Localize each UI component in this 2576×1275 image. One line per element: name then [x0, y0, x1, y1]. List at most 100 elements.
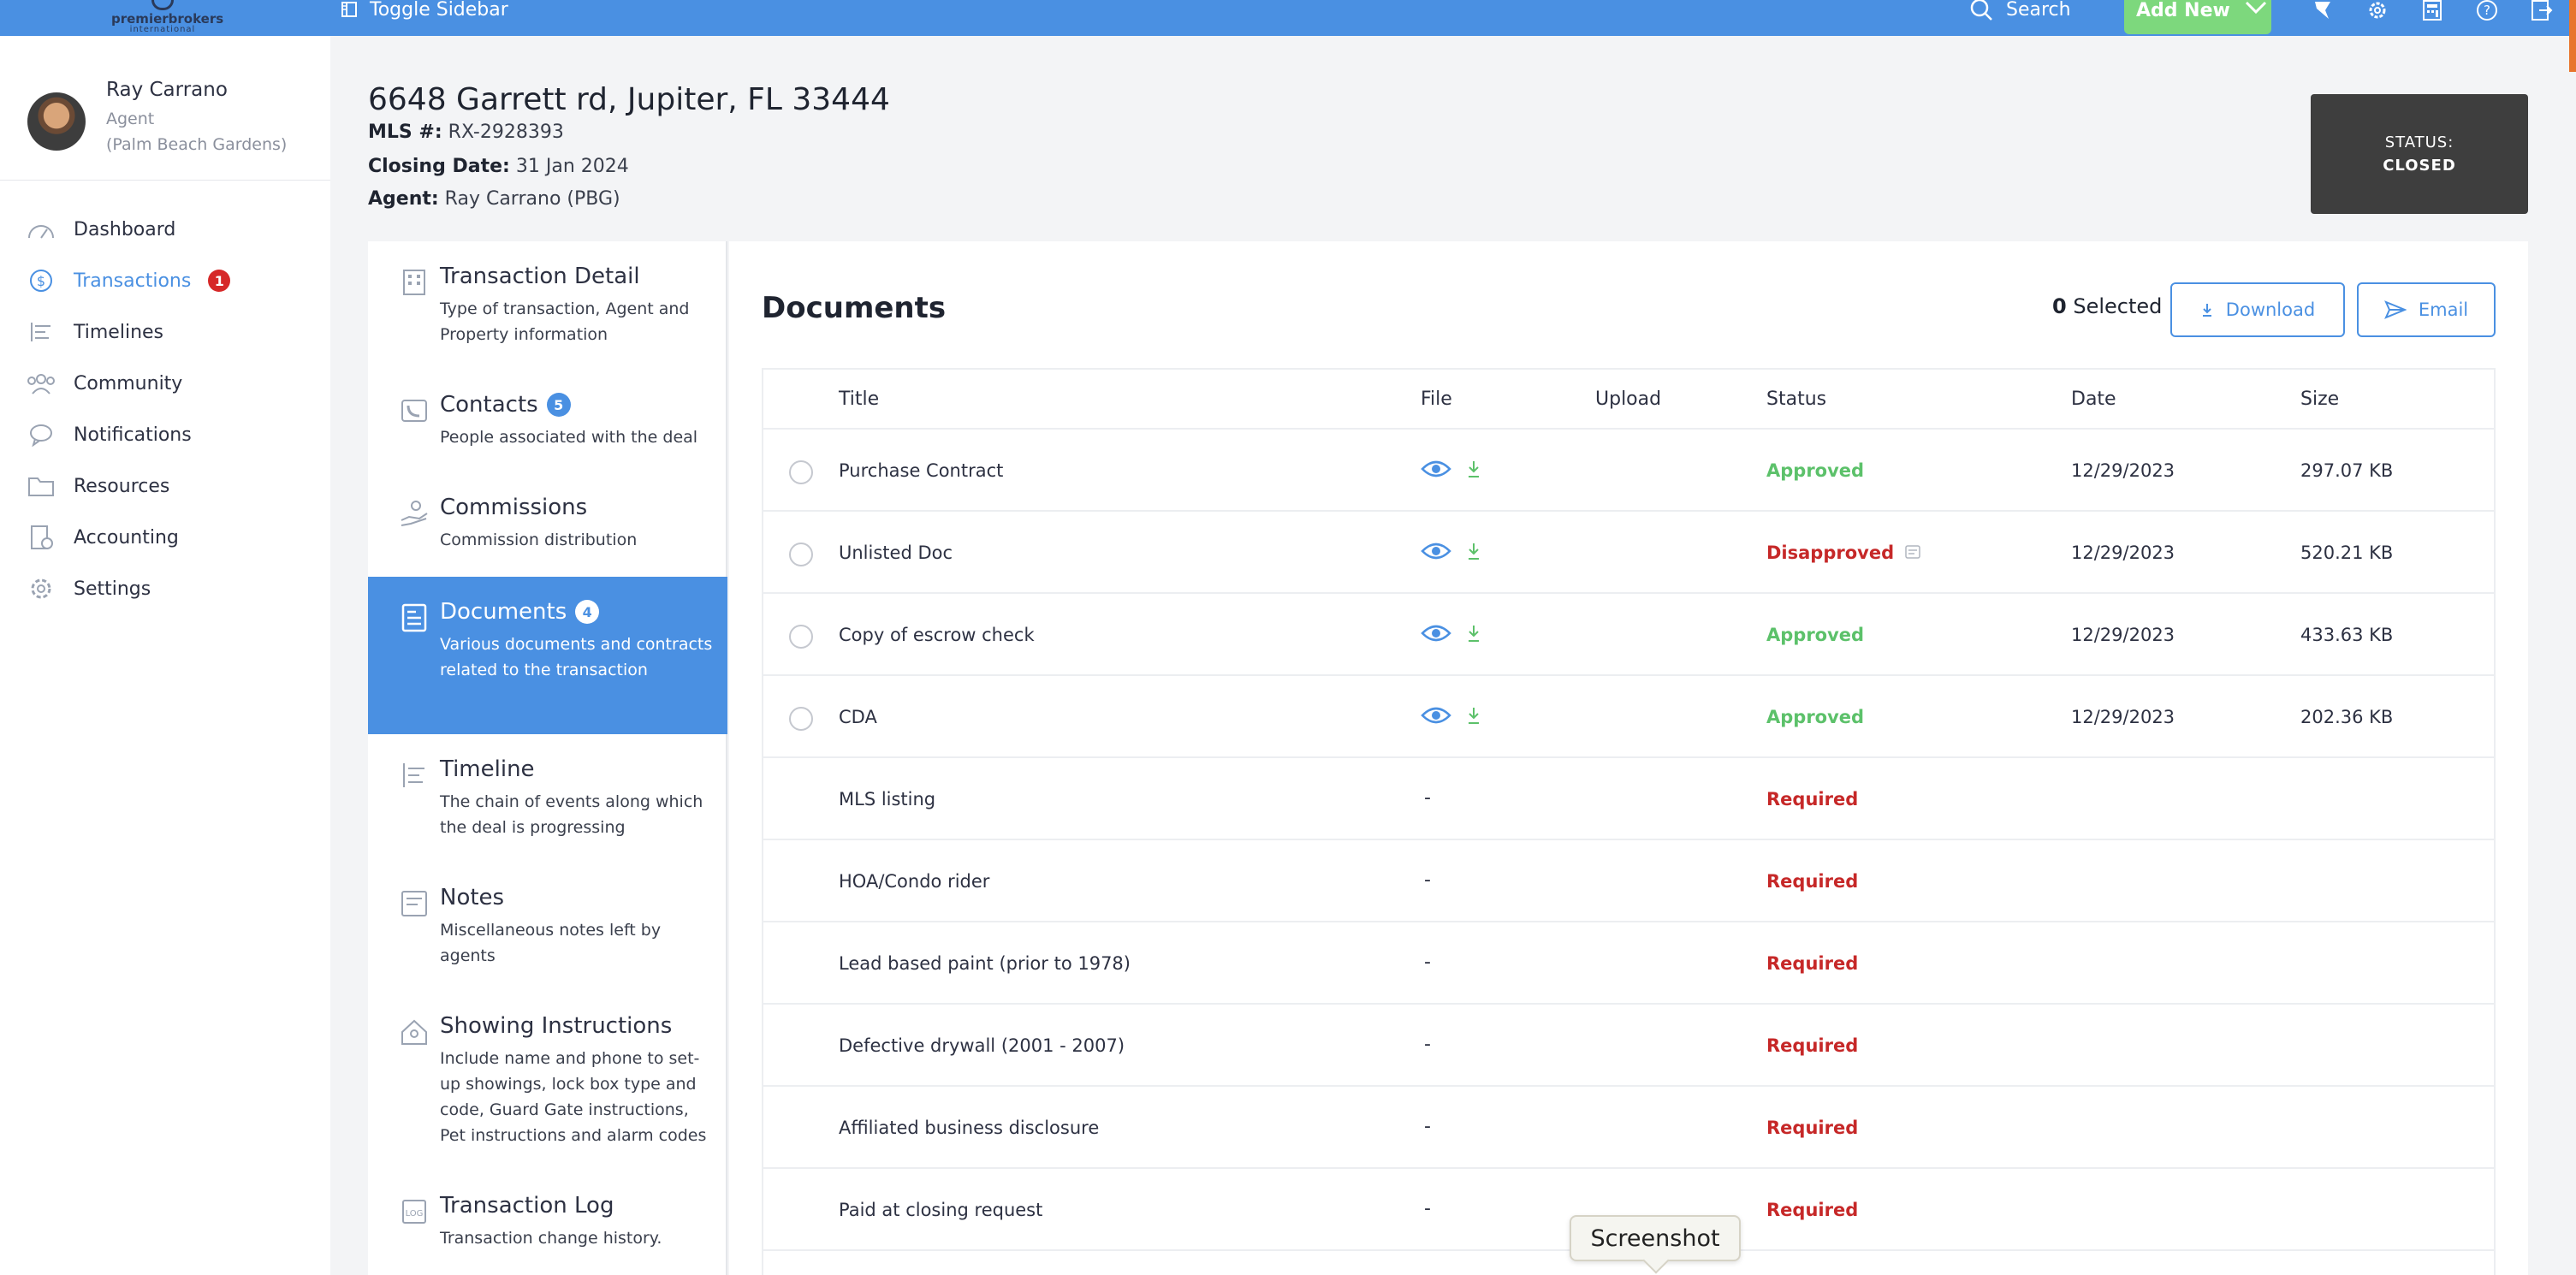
column-header-date[interactable]: Date	[2071, 388, 2116, 410]
document-status: Required	[1766, 1118, 1858, 1138]
column-header-title[interactable]: Title	[839, 388, 880, 410]
download-icon[interactable]	[1467, 542, 1481, 560]
section-transaction-detail[interactable]: Transaction Detail Type of transaction, …	[368, 241, 727, 370]
eye-icon[interactable]	[1421, 623, 1451, 643]
help-icon[interactable]: ?	[2472, 0, 2502, 21]
eye-icon[interactable]	[1421, 541, 1451, 561]
email-button[interactable]: Email	[2357, 282, 2496, 337]
row-select-radio[interactable]	[789, 543, 813, 566]
user-name: Ray Carrano	[106, 79, 228, 101]
sidebar-item-dashboard[interactable]: Dashboard	[26, 204, 230, 255]
table-row[interactable]: Unlisted Doc Disapproved 12/29/2023 520.…	[763, 512, 2494, 594]
section-title: Showing Instructions	[440, 1013, 673, 1039]
section-title: Notes	[440, 885, 505, 910]
sidebar-item-label: Resources	[74, 475, 170, 497]
row-select-radio[interactable]	[789, 707, 813, 731]
section-timeline[interactable]: Timeline The chain of events along which…	[368, 734, 727, 863]
document-file: -	[1424, 1116, 1431, 1137]
download-button[interactable]: Download	[2170, 282, 2345, 337]
sidebar: Ray Carrano Agent (Palm Beach Gardens) D…	[0, 36, 330, 1275]
column-header-upload[interactable]: Upload	[1595, 388, 1662, 410]
status-badge: STATUS: CLOSED	[2311, 94, 2528, 214]
table-row[interactable]: CDA Approved 12/29/2023 202.36 KB	[763, 676, 2494, 758]
selected-count-label: Selected	[2073, 294, 2163, 318]
row-select-radio[interactable]	[789, 625, 813, 649]
avatar[interactable]	[27, 92, 86, 151]
toggle-sidebar-button[interactable]: Toggle Sidebar	[341, 0, 508, 21]
table-row[interactable]: Lead based paint (prior to 1978) - Requi…	[763, 922, 2494, 1005]
calculator-icon[interactable]	[2417, 0, 2448, 21]
sidebar-item-settings[interactable]: Settings	[26, 563, 230, 614]
top-bar: premierbrokers international Toggle Side…	[0, 0, 2576, 36]
column-header-size[interactable]: Size	[2300, 388, 2340, 410]
company-logo[interactable]: premierbrokers international	[111, 0, 223, 36]
sidebar-item-label: Timelines	[74, 321, 164, 343]
logout-icon[interactable]	[2526, 0, 2557, 21]
column-header-file[interactable]: File	[1421, 388, 1452, 410]
search-button[interactable]: Search	[1968, 0, 2071, 21]
document-title[interactable]: Copy of escrow check	[839, 625, 1035, 645]
chat-icon	[26, 422, 56, 448]
add-new-label: Add New	[2136, 0, 2230, 21]
section-transaction-log[interactable]: LOG Transaction Log Transaction change h…	[368, 1171, 727, 1275]
documents-count-badge: 4	[575, 600, 600, 624]
screenshot-tooltip: Screenshot	[1570, 1215, 1741, 1261]
document-title[interactable]: CDA	[839, 707, 877, 727]
table-row[interactable]: HOA/Condo rider - Required	[763, 840, 2494, 922]
download-icon	[2202, 304, 2211, 317]
document-title[interactable]: Paid at closing request	[839, 1200, 1043, 1220]
table-row[interactable]: Affiliated business disclosure - Require…	[763, 1087, 2494, 1169]
sidebar-item-resources[interactable]: Resources	[26, 460, 230, 512]
section-description: Include name and phone to set-up showing…	[440, 1049, 707, 1145]
status-value: CLOSED	[2383, 157, 2456, 175]
send-icon	[2383, 300, 2407, 319]
sidebar-item-timelines[interactable]: Timelines	[26, 306, 230, 358]
add-new-button[interactable]: Add New	[2124, 0, 2271, 34]
agent-label: Agent:	[368, 188, 439, 210]
column-header-status[interactable]: Status	[1766, 388, 1827, 410]
table-row[interactable]: Purchase Contract Approved 12/29/2023 29…	[763, 430, 2494, 512]
document-title[interactable]: Purchase Contract	[839, 460, 1004, 481]
sidebar-item-transactions[interactable]: $ Transactions 1	[26, 255, 231, 306]
section-title: Transaction Log	[440, 1193, 614, 1219]
gear-icon[interactable]	[2362, 0, 2393, 21]
sidebar-item-accounting[interactable]: Accounting	[26, 512, 230, 563]
section-commissions[interactable]: Commissions Commission distribution	[368, 472, 727, 577]
comment-icon[interactable]	[1904, 544, 1921, 561]
download-icon[interactable]	[1467, 706, 1481, 725]
document-file: -	[1424, 787, 1431, 809]
document-file: -	[1424, 952, 1431, 973]
section-description: Transaction change history.	[440, 1229, 662, 1248]
document-title[interactable]: Unlisted Doc	[839, 543, 953, 563]
sidebar-divider	[0, 180, 330, 181]
transaction-section-menu: Transaction Detail Type of transaction, …	[368, 241, 727, 1275]
document-title[interactable]: Defective drywall (2001 - 2007)	[839, 1035, 1125, 1056]
section-contacts[interactable]: Contacts 5 People associated with the dea…	[368, 370, 727, 472]
document-title[interactable]: Affiliated business disclosure	[839, 1118, 1100, 1138]
document-title[interactable]: HOA/Condo rider	[839, 871, 990, 892]
user-role: Agent	[106, 110, 155, 128]
section-showing-instructions[interactable]: Showing Instructions Include name and ph…	[368, 991, 727, 1171]
status-label: STATUS:	[2384, 133, 2454, 151]
document-title[interactable]: MLS listing	[839, 789, 936, 809]
document-status: Required	[1766, 953, 1858, 974]
eye-icon[interactable]	[1421, 459, 1451, 479]
sidebar-item-notifications[interactable]: Notifications	[26, 409, 230, 460]
download-icon[interactable]	[1467, 460, 1481, 478]
table-row[interactable]: Defective drywall (2001 - 2007) - Requir…	[763, 1005, 2494, 1087]
row-select-radio[interactable]	[789, 460, 813, 484]
download-icon[interactable]	[1467, 624, 1481, 643]
agent-value: Ray Carrano (PBG)	[444, 188, 620, 210]
hand-coin-icon	[401, 501, 428, 526]
sidebar-item-community[interactable]: Community	[26, 358, 230, 409]
section-notes[interactable]: Notes Miscellaneous notes left by agents	[368, 863, 727, 991]
table-row[interactable]: Copy of escrow check Approved 12/29/2023…	[763, 594, 2494, 676]
pin-icon[interactable]	[2307, 0, 2338, 21]
table-row[interactable]: MLS listing - Required	[763, 758, 2494, 840]
eye-icon[interactable]	[1421, 705, 1451, 726]
accounting-icon	[26, 525, 56, 550]
selected-count: 0 Selected	[2052, 294, 2162, 318]
section-documents[interactable]: Documents 4 Various documents and contrac…	[368, 577, 727, 734]
document-title[interactable]: Lead based paint (prior to 1978)	[839, 953, 1131, 974]
section-description: Miscellaneous notes left by agents	[440, 921, 662, 965]
